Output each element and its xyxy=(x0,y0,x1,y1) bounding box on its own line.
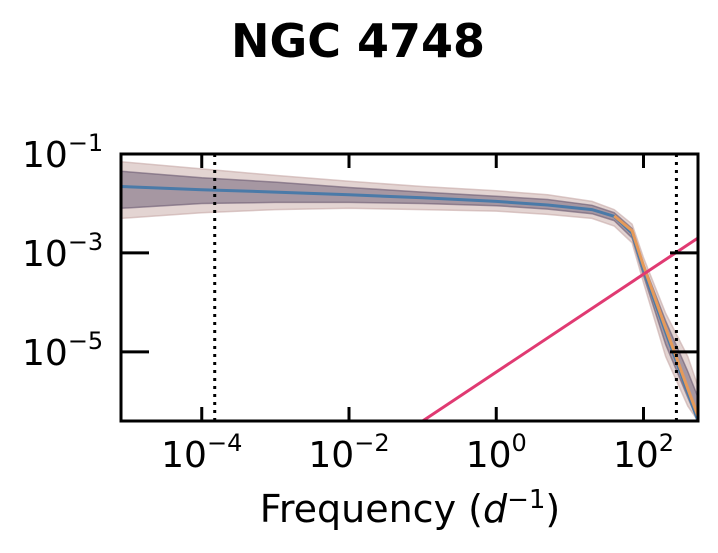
noise-model-line xyxy=(421,236,698,421)
x-tick-label: 10−4 xyxy=(161,429,242,476)
x-tick-label: 100 xyxy=(466,429,527,476)
x-tick-label: 102 xyxy=(613,429,674,476)
chart-title: NGC 4748 xyxy=(231,14,485,68)
x-tick-label: 10−2 xyxy=(308,429,389,476)
y-tick-label: 10−5 xyxy=(22,327,103,374)
y-tick-label: 10−3 xyxy=(22,228,103,275)
plot-frame xyxy=(119,152,700,423)
confidence-bands xyxy=(121,160,698,421)
y-tick-label: 10−1 xyxy=(22,129,103,176)
x-axis-ticks: 10−4 10−2 100 102 xyxy=(161,154,674,476)
inner-interval-band xyxy=(121,170,698,421)
series-lines xyxy=(121,185,698,421)
y-axis-ticks: 10−1 10−3 10−5 xyxy=(22,129,698,374)
x-axis-label: Frequency (d−1) xyxy=(260,485,561,531)
alt-median-line xyxy=(613,214,698,417)
